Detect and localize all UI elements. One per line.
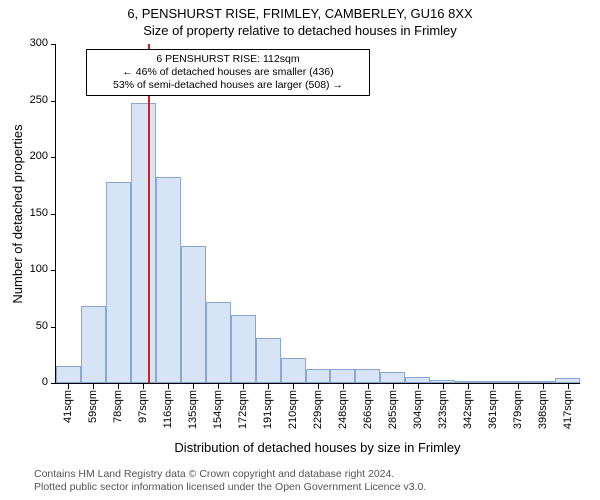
x-tick-mark — [268, 384, 269, 389]
x-tick-mark — [168, 384, 169, 389]
x-tick-mark — [218, 384, 219, 389]
x-tick-label: 135sqm — [187, 390, 199, 429]
y-tick-label: 300 — [30, 37, 48, 49]
y-tick-label: 200 — [30, 150, 48, 162]
bar — [56, 366, 81, 383]
y-tick-label: 100 — [30, 263, 48, 275]
bar — [156, 177, 181, 383]
x-tick-mark — [493, 384, 494, 389]
x-tick-label: 266sqm — [362, 390, 374, 429]
x-tick-mark — [93, 384, 94, 389]
bar — [330, 369, 355, 383]
x-tick-mark — [418, 384, 419, 389]
annotation-line-0: 6 PENSHURST RISE: 112sqm — [93, 53, 363, 66]
x-tick-mark — [568, 384, 569, 389]
x-tick-label: 229sqm — [312, 390, 324, 429]
y-tick-label: 0 — [42, 376, 48, 388]
x-tick-label: 59sqm — [87, 390, 99, 423]
bar — [430, 380, 455, 383]
y-tick-label: 50 — [36, 320, 48, 332]
bar — [131, 103, 156, 383]
x-tick-mark — [468, 384, 469, 389]
x-tick-mark — [68, 384, 69, 389]
bar — [106, 182, 131, 383]
bar — [256, 338, 281, 383]
chart-title-sub: Size of property relative to detached ho… — [0, 23, 600, 38]
x-tick-label: 304sqm — [412, 390, 424, 429]
y-axis-label: Number of detached properties — [10, 124, 25, 303]
x-tick-label: 323sqm — [437, 390, 449, 429]
y-tick-mark — [51, 214, 56, 215]
y-tick-label: 250 — [30, 94, 48, 106]
x-tick-mark — [143, 384, 144, 389]
bar — [306, 369, 331, 383]
bar — [81, 306, 106, 383]
x-tick-mark — [343, 384, 344, 389]
x-tick-label: 361sqm — [487, 390, 499, 429]
annotation-box: 6 PENSHURST RISE: 112sqm ← 46% of detach… — [86, 49, 370, 96]
bar — [405, 377, 430, 383]
x-axis-label: Distribution of detached houses by size … — [55, 440, 580, 455]
y-tick-label: 150 — [30, 207, 48, 219]
y-tick-mark — [51, 157, 56, 158]
y-tick-mark — [51, 327, 56, 328]
x-tick-mark — [118, 384, 119, 389]
x-tick-label: 116sqm — [162, 390, 174, 428]
x-tick-label: 210sqm — [287, 390, 299, 429]
bar — [480, 381, 505, 383]
chart-container: 6, PENSHURST RISE, FRIMLEY, CAMBERLEY, G… — [0, 0, 600, 500]
x-tick-mark — [443, 384, 444, 389]
x-tick-label: 379sqm — [512, 390, 524, 429]
x-tick-mark — [368, 384, 369, 389]
chart-title-main: 6, PENSHURST RISE, FRIMLEY, CAMBERLEY, G… — [0, 6, 600, 21]
bar — [380, 372, 405, 383]
bar — [231, 315, 256, 383]
x-tick-label: 154sqm — [212, 390, 224, 429]
annotation-line-2: 53% of semi-detached houses are larger (… — [93, 79, 363, 92]
x-tick-label: 41sqm — [62, 390, 74, 423]
bar — [206, 302, 231, 383]
x-tick-mark — [243, 384, 244, 389]
x-tick-mark — [293, 384, 294, 389]
x-tick-mark — [193, 384, 194, 389]
y-tick-mark — [51, 270, 56, 271]
x-tick-label: 248sqm — [337, 390, 349, 429]
y-tick-mark — [51, 44, 56, 45]
bar — [355, 369, 380, 383]
attribution-line-0: Contains HM Land Registry data © Crown c… — [34, 468, 426, 481]
x-tick-label: 191sqm — [262, 390, 274, 429]
x-tick-mark — [518, 384, 519, 389]
x-tick-label: 78sqm — [112, 390, 124, 423]
bar — [530, 381, 555, 383]
attribution-line-1: Plotted public sector information licens… — [34, 481, 426, 494]
y-tick-mark — [51, 383, 56, 384]
x-tick-label: 417sqm — [562, 390, 574, 429]
bar — [555, 378, 580, 383]
x-tick-label: 172sqm — [237, 390, 249, 429]
bar — [181, 246, 206, 383]
bar — [505, 381, 530, 383]
x-tick-label: 97sqm — [137, 390, 149, 423]
annotation-line-1: ← 46% of detached houses are smaller (43… — [93, 66, 363, 79]
x-tick-mark — [543, 384, 544, 389]
x-tick-mark — [318, 384, 319, 389]
x-tick-mark — [393, 384, 394, 389]
bar — [281, 358, 306, 383]
attribution-text: Contains HM Land Registry data © Crown c… — [34, 468, 426, 494]
x-tick-label: 398sqm — [537, 390, 549, 429]
x-tick-label: 285sqm — [387, 390, 399, 429]
x-tick-label: 342sqm — [462, 390, 474, 429]
bar — [455, 381, 480, 383]
y-tick-mark — [51, 101, 56, 102]
